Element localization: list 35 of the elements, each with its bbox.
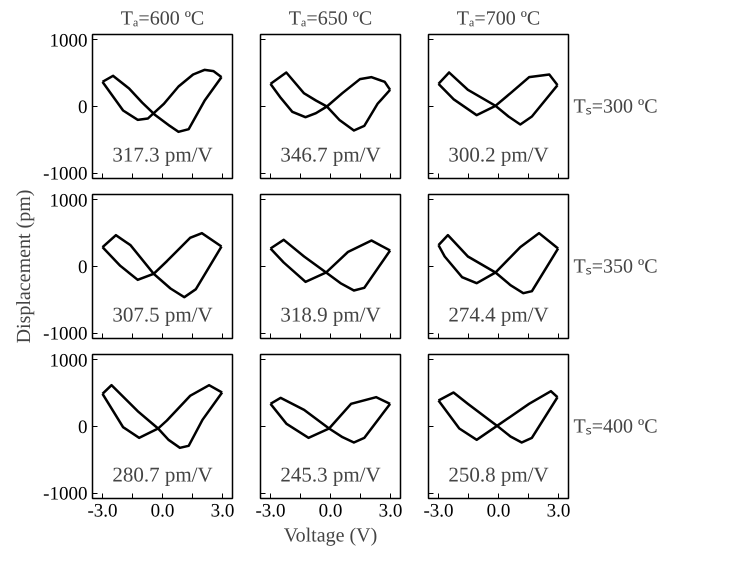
x-tick-label: 3.0: [378, 500, 402, 522]
chart-title: Tₐ=600 ºC: [120, 8, 204, 30]
chart-title: Tₐ=650 ºC: [288, 8, 372, 30]
x-tick-label: 0.0: [150, 500, 174, 522]
y-tick-label: 1000: [50, 30, 88, 52]
y-tick-label: 1000: [50, 190, 88, 212]
annotation: 300.2 pm/V: [448, 142, 549, 166]
x-tick-label: 0.0: [318, 500, 342, 522]
y2-axis-title: Tₛ=350 ºC: [574, 256, 658, 278]
y-tick-label: 1000: [50, 350, 88, 372]
y2-axis-title: Tₛ=300 ºC: [574, 96, 658, 118]
annotation: 317.3 pm/V: [112, 142, 213, 166]
y-tick-label: 0: [78, 97, 88, 118]
y-tick-label: -1000: [43, 324, 88, 345]
x-tick-label: -3.0: [255, 500, 286, 522]
x-tick-label: -3.0: [87, 500, 118, 522]
annotation: 245.3 pm/V: [280, 462, 381, 486]
x-tick-label: 0.0: [486, 500, 510, 522]
annotation: 346.7 pm/V: [280, 142, 381, 166]
annotation: 274.4 pm/V: [448, 302, 549, 326]
chart-title: Tₐ=700 ºC: [456, 8, 540, 30]
x-tick-label: 3.0: [210, 500, 234, 522]
x-axis-title: Voltage (V): [284, 524, 378, 546]
annotation: 280.7 pm/V: [112, 462, 213, 486]
annotation: 250.8 pm/V: [448, 462, 549, 486]
y-tick-label: -1000: [43, 164, 88, 185]
y-axis-title: Displacement (pm): [13, 190, 36, 344]
annotation: 307.5 pm/V: [112, 302, 213, 326]
y2-axis-title: Tₛ=400 ºC: [574, 416, 658, 438]
annotation: 318.9 pm/V: [280, 302, 381, 326]
y-tick-label: 0: [78, 257, 88, 278]
x-tick-label: -3.0: [423, 500, 454, 522]
y-tick-label: 0: [78, 417, 88, 438]
x-tick-label: 3.0: [546, 500, 570, 522]
y-tick-label: -1000: [43, 484, 88, 505]
